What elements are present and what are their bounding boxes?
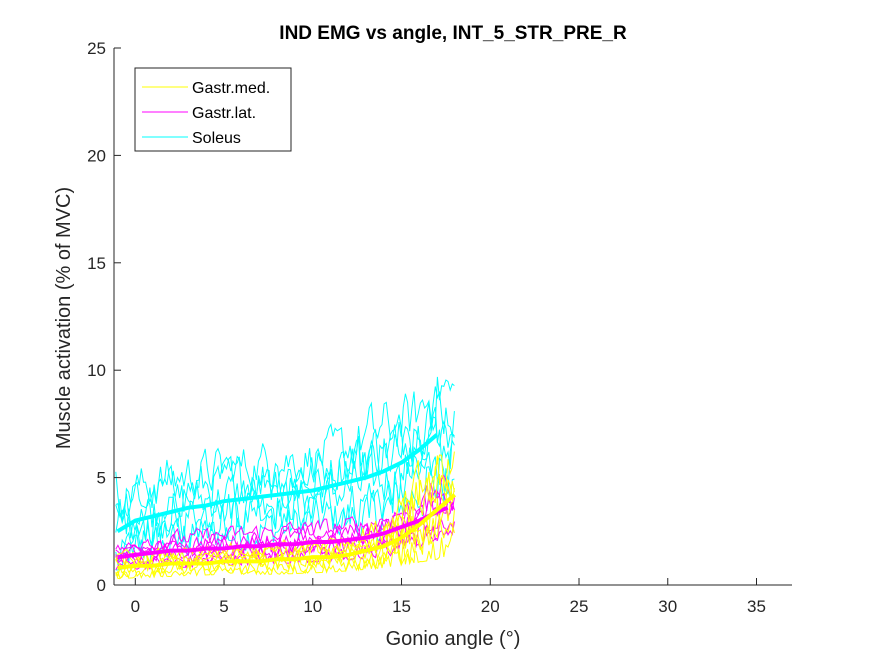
trial-trace-soleus bbox=[115, 376, 455, 525]
trial-trace-soleus bbox=[115, 402, 455, 540]
x-tick-label: 25 bbox=[570, 597, 589, 616]
x-tick-label: 15 bbox=[392, 597, 411, 616]
chart-title: IND EMG vs angle, INT_5_STR_PRE_R bbox=[279, 23, 627, 44]
x-tick-label: 10 bbox=[303, 597, 322, 616]
x-axis-label: Gonio angle (°) bbox=[386, 628, 521, 650]
y-axis-label: Muscle activation (% of MVC) bbox=[53, 187, 75, 449]
x-tick-label: 5 bbox=[219, 597, 228, 616]
x-tick-label: 0 bbox=[131, 597, 140, 616]
x-tick-label: 20 bbox=[481, 597, 500, 616]
mean-line-gastr-med bbox=[117, 493, 457, 570]
y-tick-label: 5 bbox=[97, 469, 106, 488]
mean-line-soleus bbox=[116, 433, 439, 534]
plot-area: 0 5 10 15 20 25 30 35 0 5 10 15 20 25 bbox=[87, 39, 792, 616]
y-tick-label: 20 bbox=[87, 146, 106, 165]
trial-trace-soleus bbox=[115, 456, 455, 566]
legend-label-gastr-med: Gastr.med. bbox=[192, 80, 270, 97]
trial-trace-soleus bbox=[115, 439, 455, 571]
legend: Gastr.med. Gastr.lat. Soleus bbox=[134, 67, 292, 152]
trial-trace-gastr-med bbox=[115, 451, 455, 564]
mean-line-gastr-lat bbox=[117, 505, 449, 560]
trial-trace-gastr-lat bbox=[115, 474, 455, 553]
legend-label-soleus: Soleus bbox=[192, 130, 241, 147]
y-tick-label: 25 bbox=[87, 39, 106, 58]
y-tick-label: 0 bbox=[97, 576, 106, 595]
y-tick-label: 10 bbox=[87, 361, 106, 380]
y-tick-label: 15 bbox=[87, 254, 106, 273]
x-tick-label: 35 bbox=[747, 597, 766, 616]
legend-label-gastr-lat: Gastr.lat. bbox=[192, 105, 256, 122]
x-tick-label: 30 bbox=[658, 597, 677, 616]
